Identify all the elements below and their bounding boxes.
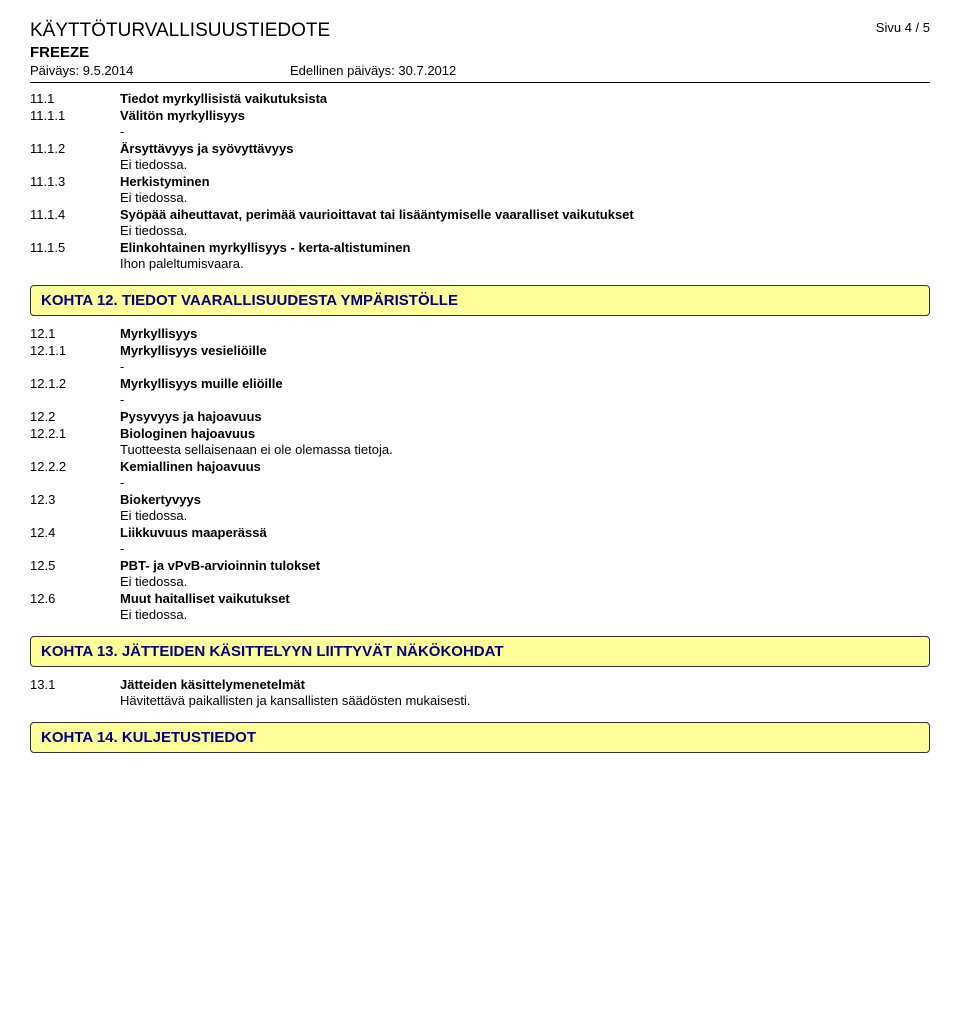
item-title: Syöpää aiheuttavat, perimää vaurioittava… [120, 207, 930, 222]
item-num: 12.4 [30, 525, 120, 540]
item-title: Tiedot myrkyllisistä vaikutuksista [120, 91, 930, 106]
item-title: Muut haitalliset vaikutukset [120, 591, 930, 606]
item-title: Myrkyllisyys vesieliöille [120, 343, 930, 358]
item-num: 12.2 [30, 409, 120, 424]
item-num: 12.1.2 [30, 376, 120, 391]
item-value: - [120, 124, 930, 139]
item-11-1-3: 11.1.3 Herkistyminen [30, 174, 930, 189]
item-title: Elinkohtainen myrkyllisyys - kerta-altis… [120, 240, 930, 255]
item-value: Tuotteesta sellaisenaan ei ole olemassa … [120, 442, 930, 457]
item-title: Herkistyminen [120, 174, 930, 189]
dates-row: Päiväys: 9.5.2014 Edellinen päiväys: 30.… [30, 63, 930, 78]
item-value: Ei tiedossa. [120, 508, 930, 523]
item-title: Biokertyvyys [120, 492, 930, 507]
item-value: Ei tiedossa. [120, 223, 930, 238]
date-previous: Edellinen päiväys: 30.7.2012 [290, 63, 456, 78]
item-num: 12.1 [30, 326, 120, 341]
item-value: Ei tiedossa. [120, 574, 930, 589]
item-num: 11.1.4 [30, 207, 120, 222]
item-value: Ei tiedossa. [120, 157, 930, 172]
item-13-1: 13.1 Jätteiden käsittelymenetelmät [30, 677, 930, 692]
item-num: 11.1.3 [30, 174, 120, 189]
item-num: 11.1.5 [30, 240, 120, 255]
item-12-6: 12.6 Muut haitalliset vaikutukset [30, 591, 930, 606]
item-value: Ei tiedossa. [120, 190, 930, 205]
item-12-1: 12.1 Myrkyllisyys [30, 326, 930, 341]
item-12-3: 12.3 Biokertyvyys [30, 492, 930, 507]
section-banner-14: KOHTA 14. KULJETUSTIEDOT [30, 722, 930, 753]
item-value: - [120, 541, 930, 556]
item-11-1-2: 11.1.2 Ärsyttävyys ja syövyttävyys [30, 141, 930, 156]
item-12-1-1: 12.1.1 Myrkyllisyys vesieliöille [30, 343, 930, 358]
item-num: 11.1.2 [30, 141, 120, 156]
item-title: Biologinen hajoavuus [120, 426, 930, 441]
item-num: 12.3 [30, 492, 120, 507]
section-banner-13: KOHTA 13. JÄTTEIDEN KÄSITTELYYN LIITTYVÄ… [30, 636, 930, 667]
item-num: 11.1.1 [30, 108, 120, 123]
item-title: Kemiallinen hajoavuus [120, 459, 930, 474]
item-11-1-4: 11.1.4 Syöpää aiheuttavat, perimää vauri… [30, 207, 930, 222]
item-value: Ihon paleltumisvaara. [120, 256, 930, 271]
item-title: Myrkyllisyys muille eliöille [120, 376, 930, 391]
item-value: Ei tiedossa. [120, 607, 930, 622]
item-11-1-5: 11.1.5 Elinkohtainen myrkyllisyys - kert… [30, 240, 930, 255]
item-num: 12.1.1 [30, 343, 120, 358]
page-number: Sivu 4 / 5 [876, 20, 930, 42]
item-title: Myrkyllisyys [120, 326, 930, 341]
item-value: - [120, 359, 930, 374]
item-title: PBT- ja vPvB-arvioinnin tulokset [120, 558, 930, 573]
item-value: - [120, 475, 930, 490]
item-num: 12.6 [30, 591, 120, 606]
item-12-1-2: 12.1.2 Myrkyllisyys muille eliöille [30, 376, 930, 391]
product-name: FREEZE [30, 44, 930, 61]
header-separator [30, 82, 930, 83]
item-12-2-1: 12.2.1 Biologinen hajoavuus [30, 426, 930, 441]
item-num: 12.5 [30, 558, 120, 573]
item-title: Välitön myrkyllisyys [120, 108, 930, 123]
doc-title: KÄYTTÖTURVALLISUUSTIEDOTE [30, 20, 330, 42]
item-num: 11.1 [30, 91, 120, 106]
item-12-2: 12.2 Pysyvyys ja hajoavuus [30, 409, 930, 424]
item-title: Pysyvyys ja hajoavuus [120, 409, 930, 424]
item-12-2-2: 12.2.2 Kemiallinen hajoavuus [30, 459, 930, 474]
item-11-1-1: 11.1.1 Välitön myrkyllisyys [30, 108, 930, 123]
item-title: Liikkuvuus maaperässä [120, 525, 930, 540]
item-title: Jätteiden käsittelymenetelmät [120, 677, 930, 692]
item-value: - [120, 392, 930, 407]
header-row: KÄYTTÖTURVALLISUUSTIEDOTE Sivu 4 / 5 [30, 20, 930, 42]
item-num: 12.2.1 [30, 426, 120, 441]
item-value: Hävitettävä paikallisten ja kansallisten… [120, 693, 930, 708]
item-12-4: 12.4 Liikkuvuus maaperässä [30, 525, 930, 540]
section-banner-12: KOHTA 12. TIEDOT VAARALLISUUDESTA YMPÄRI… [30, 285, 930, 316]
date-current: Päiväys: 9.5.2014 [30, 63, 290, 78]
item-num: 13.1 [30, 677, 120, 692]
item-12-5: 12.5 PBT- ja vPvB-arvioinnin tulokset [30, 558, 930, 573]
item-num: 12.2.2 [30, 459, 120, 474]
item-title: Ärsyttävyys ja syövyttävyys [120, 141, 930, 156]
item-11-1: 11.1 Tiedot myrkyllisistä vaikutuksista [30, 91, 930, 106]
